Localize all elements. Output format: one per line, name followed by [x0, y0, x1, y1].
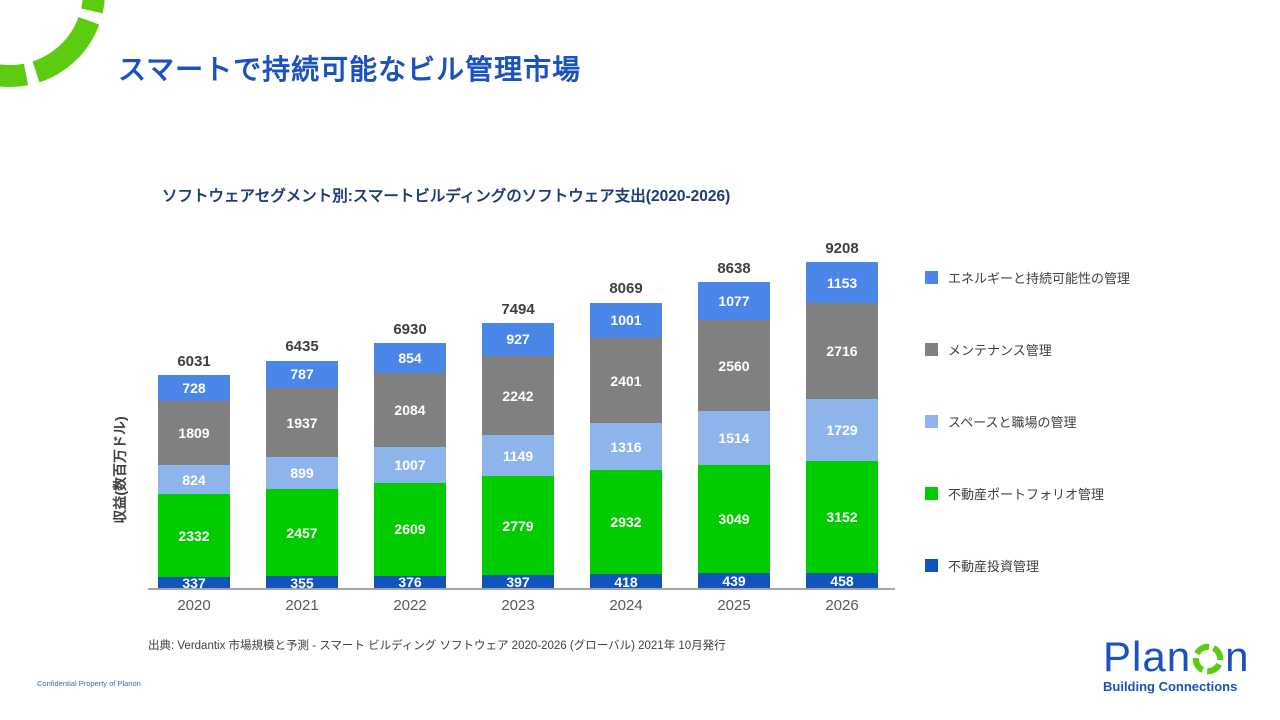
x-tick-label: 2023	[501, 597, 535, 614]
legend-swatch-icon	[925, 558, 938, 572]
bar-segment: 1937	[266, 388, 338, 458]
bar-segment: 355	[266, 576, 338, 589]
bar-segment: 2332	[158, 494, 230, 578]
bar-segment: 1001	[590, 302, 662, 339]
bar-segment: 418	[590, 574, 662, 589]
bar-2022: 376 2609 1007 2084 854	[374, 342, 446, 590]
bar-segment: 899	[266, 457, 338, 490]
bar-total-label: 6435	[285, 338, 319, 356]
planon-arc-logo	[0, 0, 105, 87]
legend-label: エネルギーと持続可能性の管理	[948, 270, 1131, 286]
legend-swatch-icon	[925, 342, 938, 356]
source-note: 出典: Verdantix 市場規模と予測 - スマート ビルディング ソフトウ…	[148, 640, 726, 652]
planon-word-start: Plan	[1103, 633, 1192, 680]
planon-tagline: Building Connections	[1103, 679, 1238, 694]
bar-segment: 2609	[374, 483, 446, 576]
legend-label: 不動産投資管理	[948, 558, 1040, 574]
bar-total-label: 9208	[825, 240, 859, 257]
bar-segment: 2932	[590, 470, 662, 575]
bar-segment: 824	[158, 464, 230, 495]
x-axis-line	[148, 588, 895, 590]
bar-segment: 854	[374, 342, 446, 374]
legend-item: 不動産投資管理	[925, 558, 1130, 574]
bar-segment: 2560	[698, 320, 770, 412]
x-tick-label: 2020	[177, 597, 211, 614]
bar-segment: 1729	[806, 399, 878, 461]
chart-title: ソフトウェアセグメント別:スマートビルディングのソフトウェア支出(2020-20…	[162, 188, 731, 205]
page-title: スマートで持続可能なビル管理市場	[118, 54, 582, 85]
bar-2020: 337 2332 824 1809 728	[158, 374, 230, 590]
legend-swatch-icon	[925, 486, 938, 500]
legend-item: 不動産ポートフォリオ管理	[925, 486, 1130, 502]
legend-swatch-icon	[925, 414, 938, 428]
x-tick-label: 2024	[609, 597, 643, 614]
x-tick-label: 2022	[393, 597, 427, 614]
confidential-footer: Confidential Property of Planon	[37, 679, 141, 688]
bar-segment: 728	[158, 374, 230, 401]
bar-segment: 376	[374, 575, 446, 590]
bar-2023: 397 2779 1149 2242 927	[482, 322, 554, 589]
dashed-circle-icon	[1192, 643, 1224, 675]
y-axis-label: 収益(数百万ドル)	[112, 416, 128, 524]
bar-2024: 418 2932 1316 2401 1001	[590, 302, 662, 589]
bar-segment: 2779	[482, 476, 554, 575]
legend-swatch-icon	[925, 270, 938, 284]
bar-segment: 2457	[266, 489, 338, 577]
bar-segment: 439	[698, 573, 770, 589]
bar-total-label: 8069	[609, 280, 643, 298]
bar-segment: 337	[158, 576, 230, 590]
bar-2021: 355 2457 899 1937 787	[266, 360, 338, 589]
x-tick-label: 2026	[825, 597, 859, 614]
bar-total-label: 6930	[393, 320, 427, 338]
x-tick-label: 2021	[285, 597, 319, 614]
bar-segment: 2242	[482, 355, 554, 436]
bar-segment: 1514	[698, 411, 770, 466]
legend-label: 不動産ポートフォリオ管理	[948, 486, 1105, 502]
bar-segment: 397	[482, 574, 554, 589]
bar-segment: 1316	[590, 423, 662, 471]
bar-segment: 1077	[698, 282, 770, 321]
bar-segment: 2084	[374, 373, 446, 448]
legend-item: スペースと職場の管理	[925, 414, 1130, 430]
bar-total-label: 8638	[717, 260, 751, 278]
bar-segment: 2401	[590, 338, 662, 424]
legend-label: メンテナンス管理	[948, 342, 1052, 358]
bar-segment: 2716	[806, 303, 878, 400]
stacked-bar-chart: 337 2332 824 1809 728 6031 355 2457 899 1937 787 64…	[150, 240, 885, 590]
bar-segment: 3152	[806, 460, 878, 573]
bar-segment: 1007	[374, 447, 446, 484]
bar-segment: 787	[266, 360, 338, 389]
bar-segment: 927	[482, 322, 554, 356]
legend-item: メンテナンス管理	[925, 342, 1130, 358]
planon-logo: Plan n Building Connections	[1103, 636, 1253, 695]
bar-segment: 1809	[158, 400, 230, 465]
bar-2025: 439 3049 1514 2560 1077	[698, 282, 770, 589]
bar-total-label: 6031	[177, 352, 211, 370]
legend-item: エネルギーと持続可能性の管理	[925, 270, 1131, 286]
bar-segment: 458	[806, 572, 878, 589]
planon-wordmark: Plan n	[1103, 636, 1253, 678]
chart-legend: エネルギーと持続可能性の管理 メンテナンス管理スペースと職場の管理不動産ポートフォ…	[925, 270, 1131, 574]
x-tick-label: 2025	[717, 597, 751, 614]
bar-segment: 1153	[806, 262, 878, 303]
planon-word-end: n	[1225, 633, 1250, 680]
bar-segment: 1149	[482, 435, 554, 477]
bar-total-label: 7494	[501, 300, 535, 318]
bar-segment: 3049	[698, 465, 770, 574]
legend-label: スペースと職場の管理	[948, 414, 1077, 430]
bar-2026: 458 3152 1729 2716 1153	[806, 262, 878, 589]
